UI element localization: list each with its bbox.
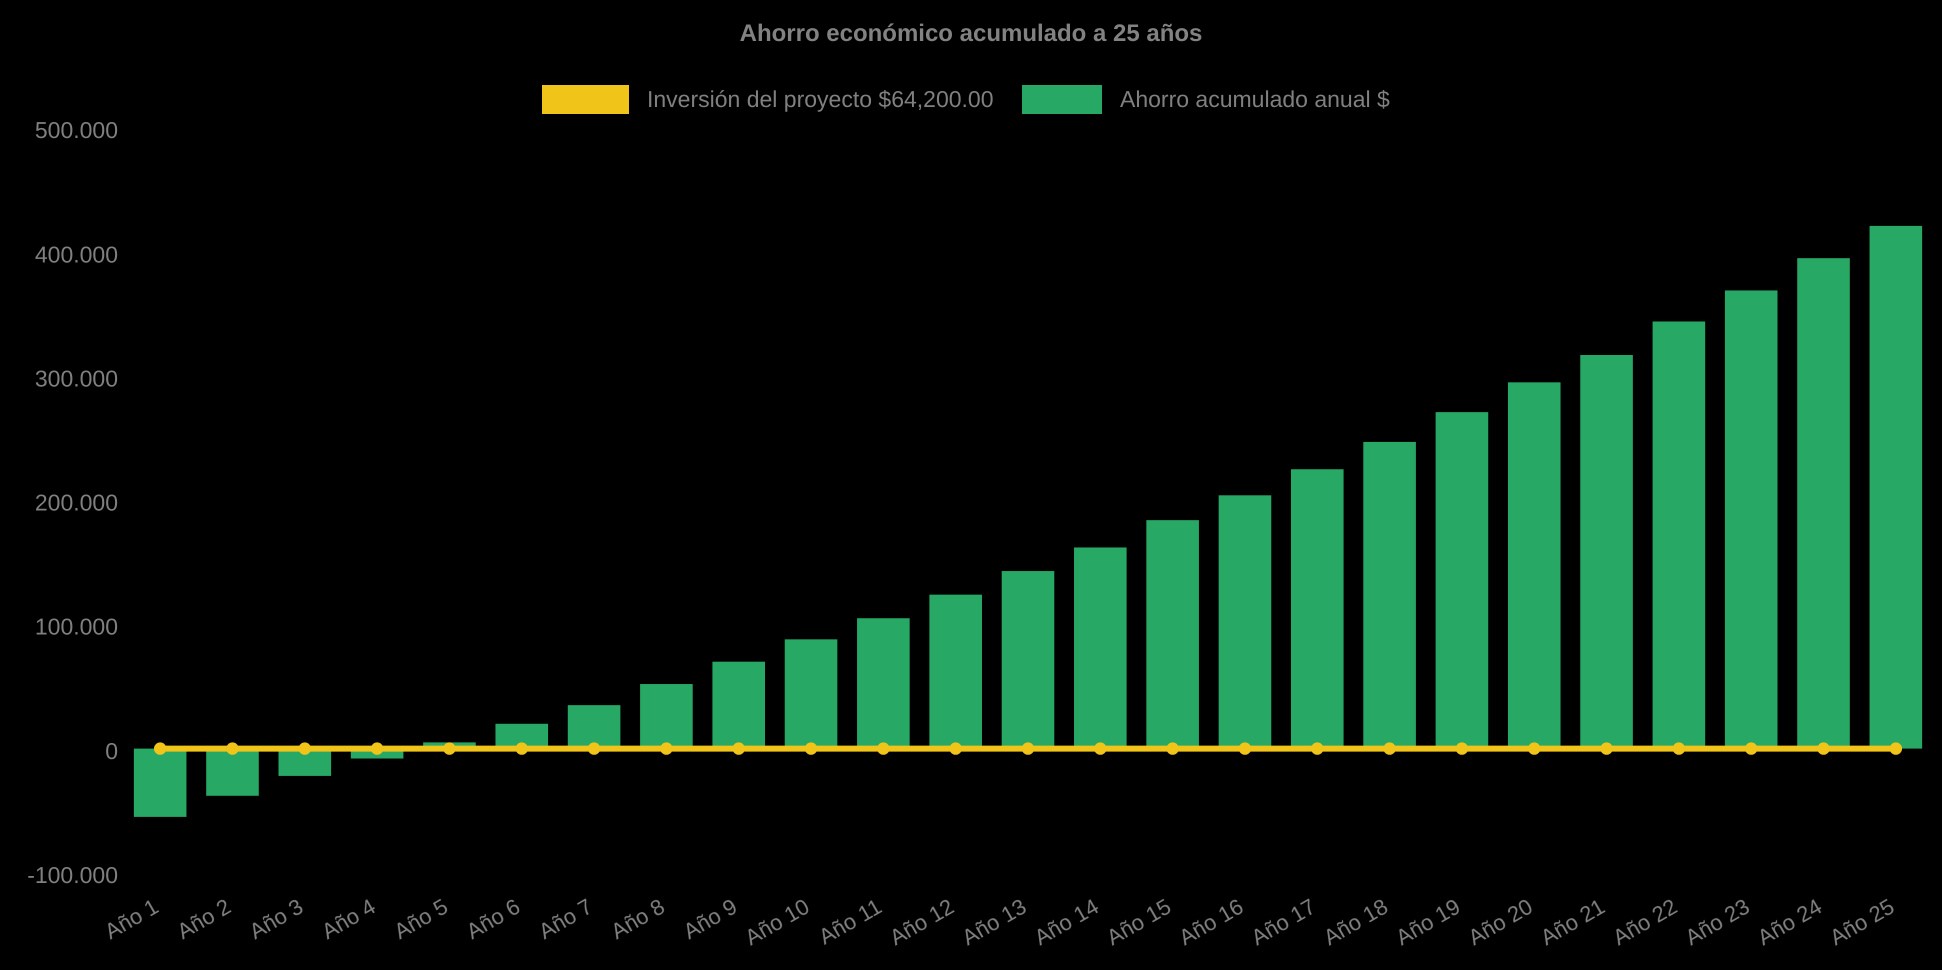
svg-text:-100.000: -100.000 xyxy=(27,862,118,888)
svg-text:0: 0 xyxy=(105,738,118,764)
svg-text:500.000: 500.000 xyxy=(35,117,118,143)
svg-text:Ahorro económico acumulado a 2: Ahorro económico acumulado a 25 años xyxy=(740,20,1203,47)
svg-text:400.000: 400.000 xyxy=(35,241,118,267)
svg-text:Ahorro acumulado anual $: Ahorro acumulado anual $ xyxy=(1120,86,1390,112)
svg-text:100.000: 100.000 xyxy=(35,614,118,640)
svg-text:200.000: 200.000 xyxy=(35,490,118,516)
svg-text:300.000: 300.000 xyxy=(35,365,118,391)
svg-text:Inversión del proyecto $64,200: Inversión del proyecto $64,200.00 xyxy=(647,86,994,112)
